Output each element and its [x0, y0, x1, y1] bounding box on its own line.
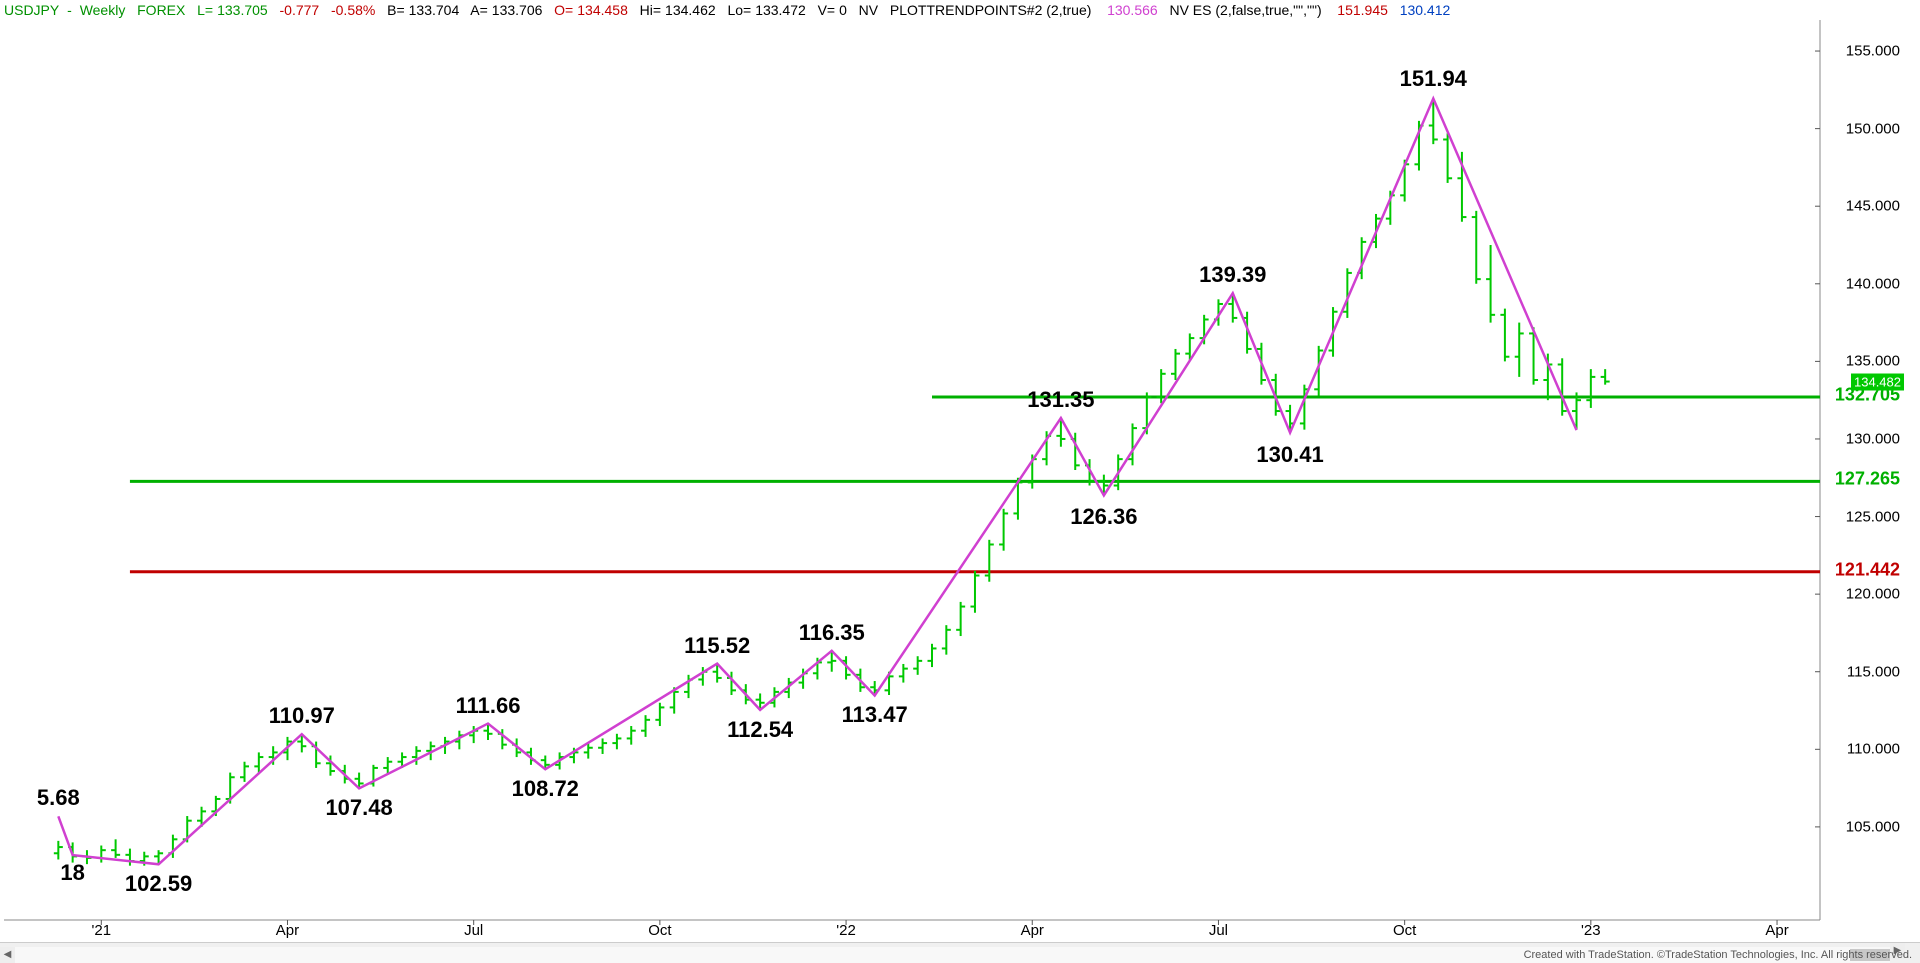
chart-container: USDJPY - Weekly FOREX L=133.705 -0.777 -…: [0, 0, 1920, 963]
trend-point-label: 151.94: [1400, 66, 1467, 92]
hline-label: 127.265: [1835, 469, 1900, 490]
trend-point-label: 112.54: [727, 717, 793, 743]
trend-point-label: 108.72: [512, 776, 579, 802]
trend-point-label: 116.35: [799, 620, 865, 646]
trend-point-label: 115.52: [684, 633, 750, 659]
footer-bar: ◀ ▶ Created with TradeStation. ©TradeSta…: [0, 942, 1920, 963]
y-axis-tick-label: 110.000: [1847, 741, 1900, 758]
y-axis-tick-label: 140.000: [1846, 275, 1900, 292]
y-axis-tick-label: 155.000: [1846, 43, 1900, 60]
footer-copyright: Created with TradeStation. ©TradeStation…: [1524, 949, 1912, 961]
last-price-tag: 134.482: [1851, 373, 1904, 390]
x-axis-tick-label: '22: [836, 922, 856, 939]
x-axis-tick-label: Apr: [276, 922, 299, 939]
trend-point-label: 126.36: [1070, 504, 1137, 530]
y-axis-tick-label: 105.000: [1846, 818, 1900, 835]
trend-point-label: 18: [60, 860, 84, 886]
trend-point-label: 113.47: [842, 702, 908, 728]
trend-point-label: 139.39: [1199, 262, 1266, 288]
scroll-left-arrow[interactable]: ◀: [0, 947, 15, 963]
x-axis-tick-label: Apr: [1765, 922, 1788, 939]
x-axis-tick-label: Oct: [1393, 922, 1416, 939]
trend-point-label: 102.59: [125, 871, 192, 897]
price-chart[interactable]: [0, 0, 1920, 963]
trend-point-label: 110.97: [269, 703, 335, 729]
y-axis-tick-label: 115.000: [1847, 663, 1900, 680]
x-axis-tick-label: '21: [92, 922, 112, 939]
x-axis-tick-label: Jul: [464, 922, 483, 939]
trend-point-label: 5.68: [37, 785, 80, 811]
y-axis-tick-label: 135.000: [1846, 353, 1900, 370]
y-axis-tick-label: 125.000: [1846, 508, 1900, 525]
x-axis-tick-label: Jul: [1209, 922, 1228, 939]
y-axis-tick-label: 120.000: [1846, 586, 1900, 603]
trend-point-label: 131.35: [1027, 387, 1094, 413]
x-axis-tick-label: Oct: [648, 922, 671, 939]
x-axis-tick-label: Apr: [1021, 922, 1044, 939]
trend-point-label: 130.41: [1256, 442, 1323, 468]
y-axis-tick-label: 150.000: [1846, 120, 1900, 137]
y-axis-tick-label: 145.000: [1846, 198, 1900, 215]
trend-point-label: 111.66: [456, 693, 521, 719]
hline-label: 121.442: [1835, 559, 1900, 580]
x-axis-tick-label: '23: [1581, 922, 1601, 939]
trend-point-label: 107.48: [325, 795, 392, 821]
y-axis-tick-label: 130.000: [1846, 430, 1900, 447]
